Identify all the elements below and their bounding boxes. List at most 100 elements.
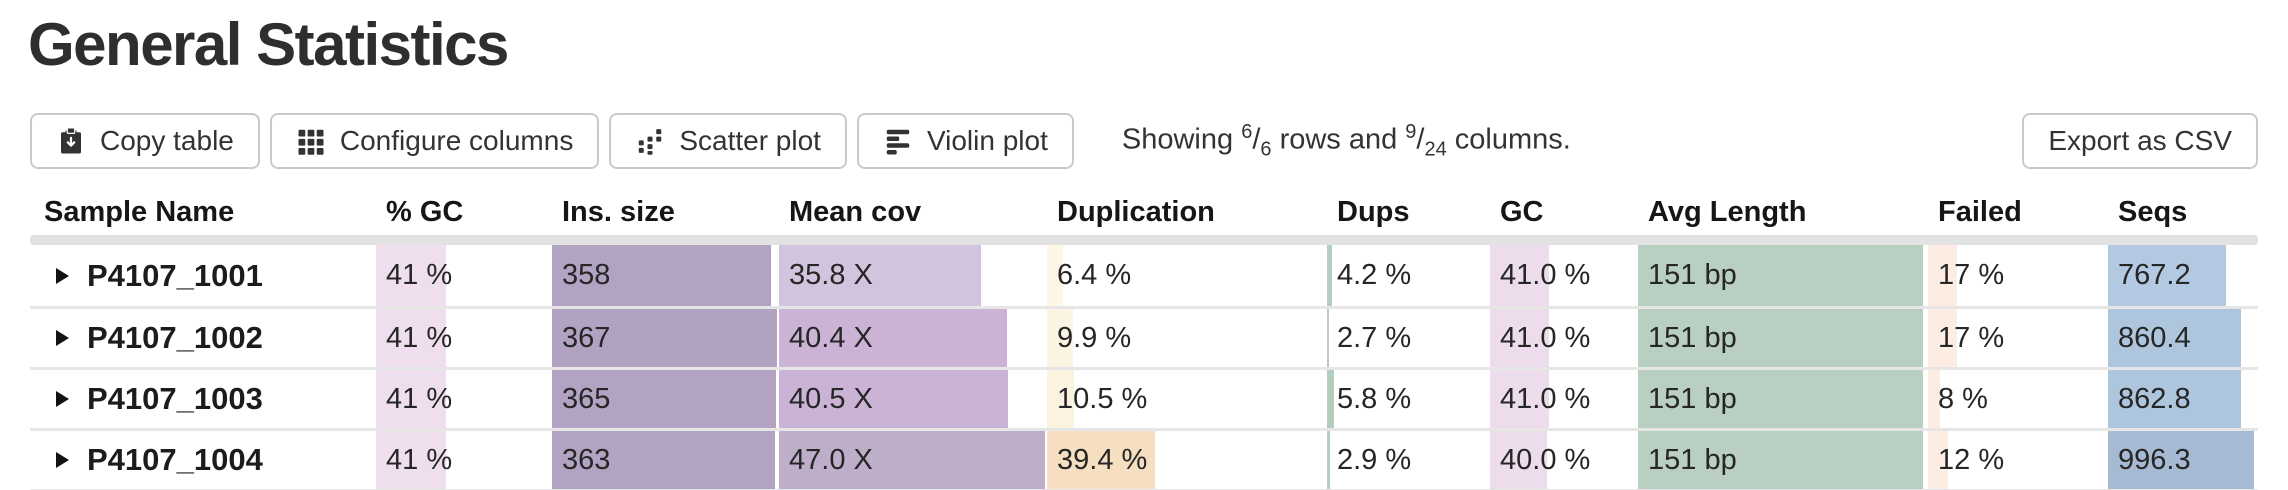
column-header-ins-size[interactable]: Ins. size (562, 195, 675, 228)
cell-value: 4.2 % (1337, 259, 1412, 291)
scatter-plot-button[interactable]: Scatter plot (609, 113, 847, 169)
cell-ins-size: 363 (550, 431, 777, 489)
cell-avg-length: 151 bp (1636, 309, 1926, 367)
cell-failed: 17 % (1926, 309, 2106, 367)
data-bar (779, 245, 982, 306)
data-bar (2108, 431, 2254, 489)
data-bar (1327, 370, 1335, 428)
data-bar (1047, 431, 1156, 489)
cell-failed: 17 % (1926, 245, 2106, 306)
sample-name-cell: P4107_1001 (30, 245, 374, 306)
cell-avg-length: 151 bp (1636, 431, 1926, 489)
cell-avg-length: 151 bp (1636, 245, 1926, 306)
table-row[interactable]: P4107_1002 41 % 367 40.4 X 9.9 % 2.7 % 41.0 % 1… (30, 306, 2258, 367)
sample-name: P4107_1002 (87, 320, 263, 355)
copy-table-button[interactable]: Copy table (30, 113, 260, 169)
sample-name-cell: P4107_1002 (30, 309, 374, 367)
expand-caret-icon[interactable] (56, 391, 69, 407)
grid-icon (296, 126, 326, 156)
cell-ins-size: 365 (550, 370, 777, 428)
data-bar (1928, 309, 1957, 367)
cell-value: 5.8 % (1337, 382, 1412, 415)
column-header-gc[interactable]: % GC (386, 195, 464, 228)
cell-value: 996.3 (2118, 443, 2191, 476)
data-bar (1490, 309, 1549, 367)
cell-seqs: 767.2 (2106, 245, 2254, 306)
violin-plot-button[interactable]: Violin plot (856, 113, 1074, 169)
cell-value: 41 % (386, 443, 453, 476)
sample-name: P4107_1001 (87, 257, 263, 293)
cell-value: 6.4 % (1057, 259, 1132, 291)
data-bar (1928, 245, 1957, 306)
cell-seqs: 996.3 (2106, 431, 2254, 489)
data-bar (1490, 431, 1548, 489)
cell-value: 41 % (386, 259, 453, 291)
table-scrollband[interactable] (30, 235, 2258, 245)
cell-seqs: 862.8 (2106, 370, 2254, 428)
columns-shown-count: 9 (1405, 120, 1417, 143)
column-header-mean-cov[interactable]: Mean cov (789, 195, 922, 228)
cell-duplication: 6.4 % (1045, 245, 1325, 306)
cell-value: 151 bp (1648, 259, 1737, 291)
sample-name-cell: P4107_1004 (30, 431, 374, 489)
column-header-avg-length[interactable]: Avg Length (1648, 195, 1807, 228)
configure-columns-button[interactable]: Configure columns (269, 113, 600, 169)
data-bar (1928, 370, 1941, 428)
data-bar (2108, 245, 2226, 306)
cell-mean-cov: 47.0 X (777, 431, 1045, 489)
sample-name: P4107_1003 (87, 381, 263, 416)
cell-value: 10.5 % (1057, 382, 1148, 415)
column-header-failed[interactable]: Failed (1938, 195, 2022, 228)
column-header-dups[interactable]: Dups (1337, 195, 1410, 228)
cell-value: 8 % (1938, 382, 1988, 415)
cell-value: 41 % (386, 321, 453, 354)
data-bar (552, 309, 777, 367)
column-header-sample-name[interactable]: Sample Name (44, 195, 235, 228)
configure-columns-label: Configure columns (339, 125, 574, 156)
data-bar (552, 370, 776, 428)
expand-caret-icon[interactable] (56, 452, 69, 468)
sample-name: P4107_1004 (87, 442, 263, 477)
column-header-gc[interactable]: GC (1500, 195, 1544, 228)
data-bar (779, 370, 1009, 428)
table-row[interactable]: P4107_1001 41 % 358 35.8 X 6.4 % 4.2 % 41.0 % 1… (30, 245, 2258, 306)
data-bar (376, 431, 447, 489)
toolbar: Copy table Configure columns (30, 113, 2258, 169)
data-bar (779, 309, 1008, 367)
cell-value: 151 bp (1648, 382, 1737, 415)
violin-icon (883, 126, 913, 156)
cell-value: 39.4 % (1057, 443, 1148, 476)
cell-value: 41.0 % (1500, 382, 1591, 415)
table-row[interactable]: P4107_1003 41 % 365 40.5 X 10.5 % 5.8 % 41.0 %… (30, 367, 2258, 428)
expand-caret-icon[interactable] (56, 330, 69, 346)
column-header-seqs[interactable]: Seqs (2118, 195, 2188, 228)
cell-gc: 41.0 % (1488, 309, 1636, 367)
data-bar (1327, 245, 1332, 306)
showing-summary: Showing 6/6 rows and 9/24 columns. (1121, 120, 1571, 161)
cell-failed: 12 % (1926, 431, 2106, 489)
scatter-plot-label: Scatter plot (679, 125, 821, 156)
cell-gc: 41 % (374, 309, 550, 367)
cell-dups: 5.8 % (1325, 370, 1488, 428)
cell-value: 358 (562, 259, 611, 291)
cell-value: 9.9 % (1057, 321, 1132, 354)
data-bar (376, 370, 447, 428)
cell-dups: 4.2 % (1325, 245, 1488, 306)
column-header-duplication[interactable]: Duplication (1057, 195, 1215, 228)
table-row[interactable]: P4107_1004 41 % 363 47.0 X 39.4 % 2.9 % 40.0 %… (30, 428, 2258, 489)
cell-failed: 8 % (1926, 370, 2106, 428)
violin-plot-label: Violin plot (926, 125, 1048, 156)
cell-mean-cov: 35.8 X (777, 245, 1045, 306)
cell-value: 367 (562, 321, 611, 354)
export-csv-button[interactable]: Export as CSV (2022, 113, 2258, 169)
data-bar (552, 431, 775, 489)
cell-value: 17 % (1938, 321, 2005, 354)
scatter-icon (635, 126, 665, 156)
data-bar (1327, 431, 1330, 489)
table-header-row: Sample Name % GC Ins. size Mean cov Duplicat… (30, 189, 2258, 235)
columns-total-count: 24 (1424, 138, 1447, 161)
cell-ins-size: 367 (550, 309, 777, 367)
cell-value: 41 % (386, 382, 453, 415)
expand-caret-icon[interactable] (56, 267, 69, 284)
cell-ins-size: 358 (550, 245, 777, 306)
